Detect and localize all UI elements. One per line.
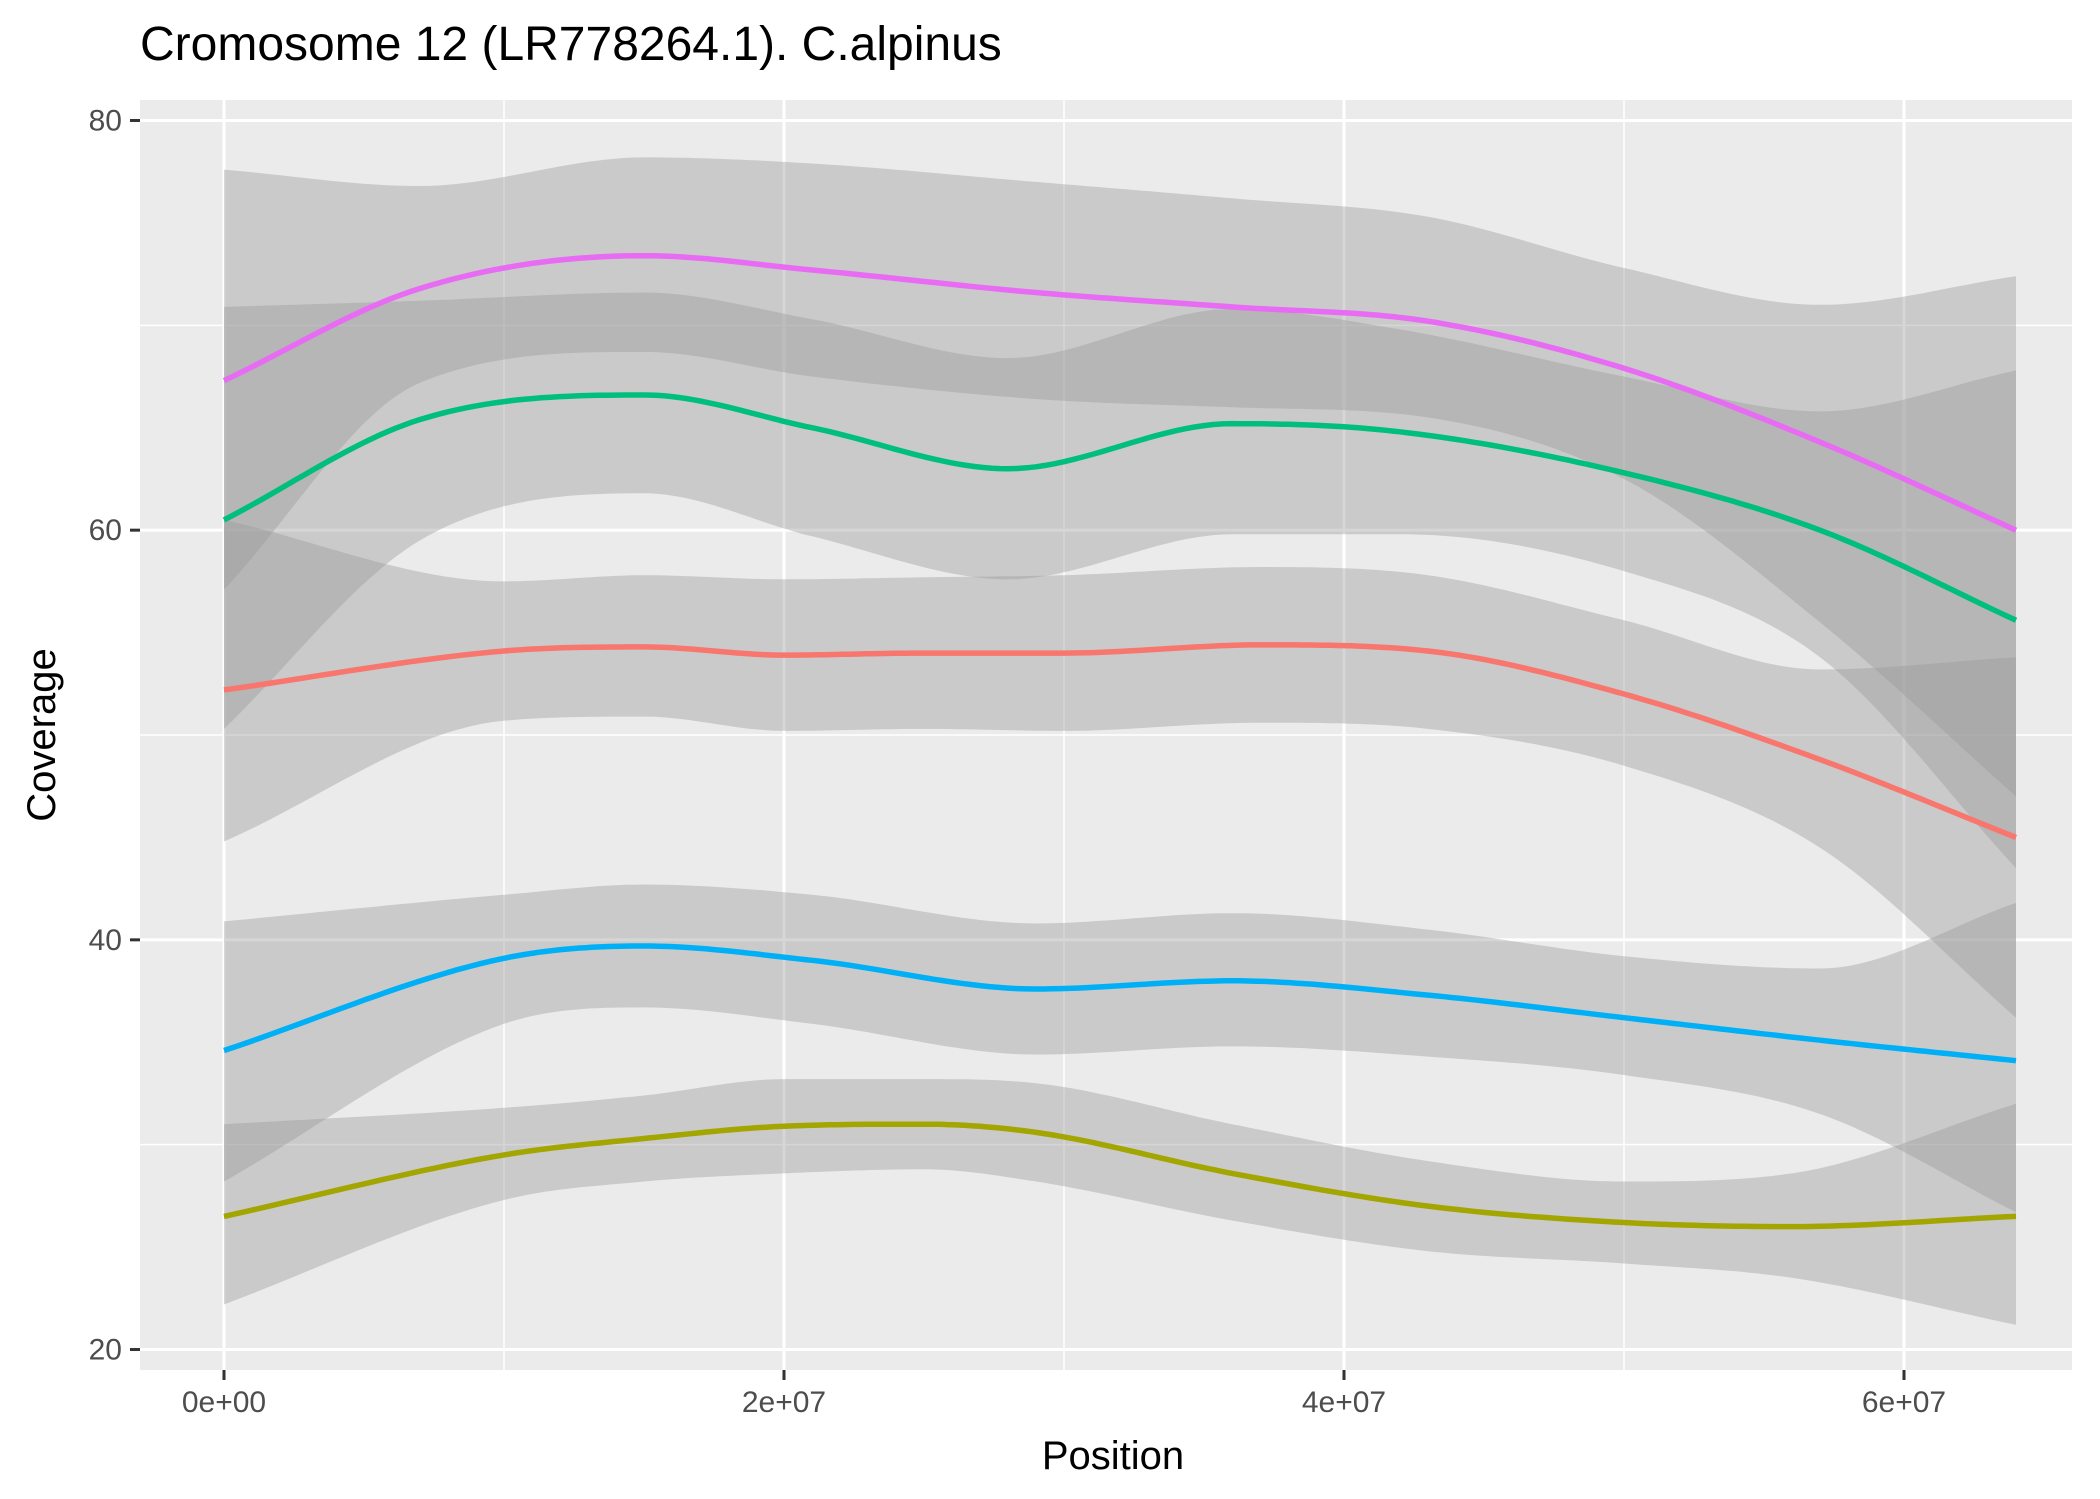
ribbon-series-4 <box>224 884 2016 1213</box>
x-tick-label: 2e+07 <box>742 1386 826 1419</box>
line-series-2 <box>223 1121 2017 1230</box>
axis-ticks <box>130 118 1906 1380</box>
series-lines <box>222 252 2018 1230</box>
line-series-3 <box>222 392 2018 623</box>
line-series-1 <box>223 642 2017 840</box>
chart-title: Cromosome 12 (LR778264.1). C.alpinus <box>140 18 1002 71</box>
x-tick-labels: 0e+00 2e+07 4e+07 6e+07 <box>182 1386 1946 1419</box>
y-axis-label: Coverage <box>20 648 64 821</box>
y-tick-labels: 20 40 60 80 <box>89 104 122 1366</box>
x-tick-label: 6e+07 <box>1862 1386 1946 1419</box>
y-tick-label: 20 <box>89 1334 122 1367</box>
y-tick-label: 80 <box>89 104 122 137</box>
ribbon-series-1 <box>224 519 2016 1018</box>
ribbon-series-5 <box>224 157 2016 797</box>
x-tick-label: 0e+00 <box>182 1386 266 1419</box>
y-tick-label: 40 <box>89 924 122 957</box>
ribbon-series-2 <box>224 1079 2016 1325</box>
x-axis-label: Position <box>1042 1434 1184 1478</box>
confidence-ribbons <box>224 157 2016 1325</box>
line-series-5 <box>222 252 2018 533</box>
x-tick-label: 4e+07 <box>1302 1386 1386 1419</box>
ribbon-series-3 <box>224 292 2016 869</box>
y-tick-label: 60 <box>89 514 122 547</box>
line-series-4 <box>223 943 2017 1064</box>
